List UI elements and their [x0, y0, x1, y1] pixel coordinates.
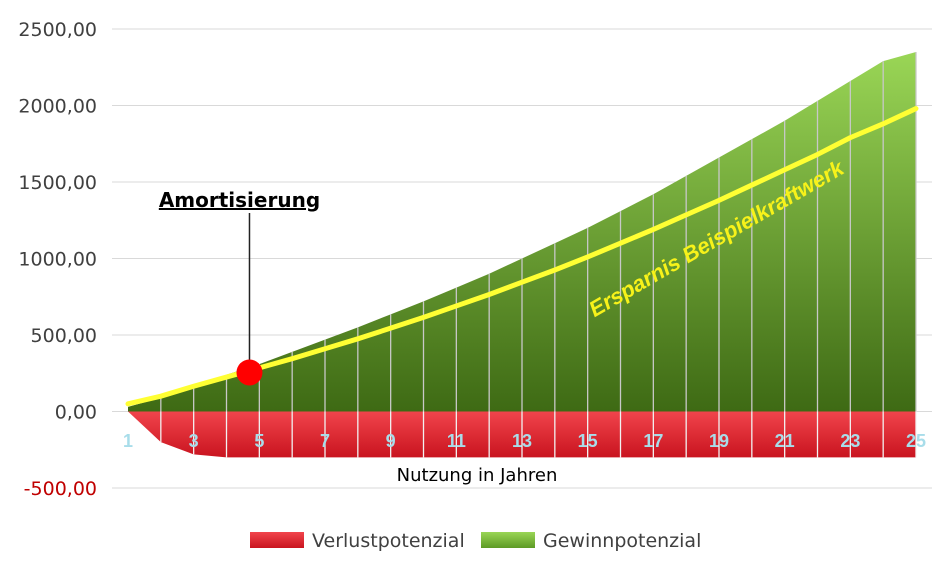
y-tick-label: -500,00	[24, 478, 97, 500]
chart-areas	[125, 51, 919, 458]
y-tick-label: 2000,00	[18, 96, 97, 118]
x-tick-label: 25	[906, 431, 926, 451]
x-tick-label: 3	[189, 431, 199, 451]
x-tick-label: 1	[123, 431, 133, 451]
legend-swatch-verlust	[250, 532, 304, 548]
x-tick-label: 13	[512, 431, 532, 451]
x-tick-label: 9	[386, 431, 396, 451]
y-tick-label: 1000,00	[18, 249, 97, 271]
y-tick-label: 0,00	[55, 402, 97, 424]
legend-label-verlust: Verlustpotenzial	[312, 530, 465, 552]
x-axis-label: Nutzung in Jahren	[397, 465, 558, 486]
amortisierung-point	[236, 359, 263, 386]
annotation-label: Amortisierung	[159, 188, 320, 212]
x-tick-label: 19	[709, 431, 729, 451]
x-tick-label: 23	[840, 431, 860, 451]
y-tick-label: 500,00	[31, 325, 97, 347]
x-axis-ticks: 1 3 5 7 9 11 13 15 17 19 21 23 25	[123, 431, 926, 451]
y-axis-ticks: 2500,00 2000,00 1500,00 1000,00 500,00 0,00 -5…	[18, 19, 97, 500]
legend-swatch-gewinn	[481, 532, 535, 548]
x-tick-label: 15	[578, 431, 598, 451]
legend: Verlustpotenzial Gewinnpotenzial	[250, 530, 701, 552]
x-tick-label: 11	[447, 431, 466, 451]
y-tick-label: 1500,00	[18, 172, 97, 194]
y-tick-label: 2500,00	[18, 19, 97, 41]
x-tick-label: 7	[320, 431, 330, 451]
x-tick-label: 17	[643, 431, 663, 451]
legend-label-gewinn: Gewinnpotenzial	[543, 530, 701, 552]
x-tick-label: 21	[775, 431, 795, 451]
annotation-amortisierung: Amortisierung	[159, 188, 320, 386]
x-tick-label: 5	[254, 431, 264, 451]
